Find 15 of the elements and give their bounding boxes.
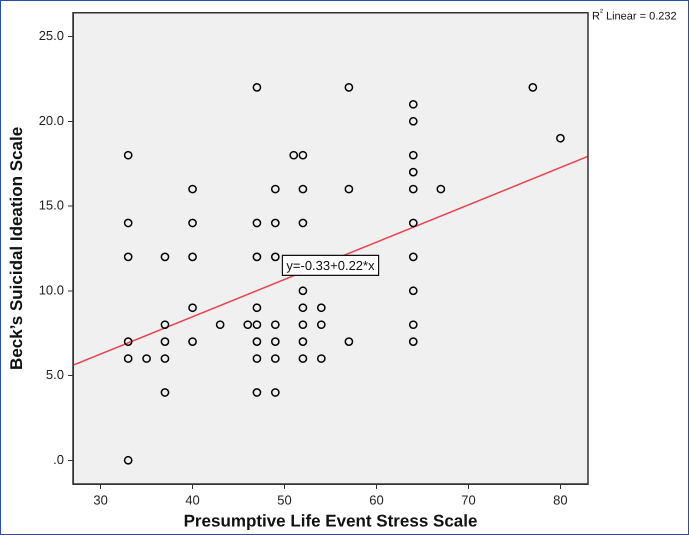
x-tick-label: 30 (93, 492, 108, 508)
x-tick-label: 70 (461, 492, 476, 508)
annotation: y=-0.33+0.22*x (286, 258, 376, 273)
y-tick-label: 5.0 (46, 367, 64, 382)
x-tick-label: 40 (185, 492, 200, 508)
y-tick-label: .0 (53, 452, 64, 467)
x-tick-label: 50 (277, 492, 292, 508)
x-tick-label: 60 (369, 492, 384, 508)
y-tick-label: 25.0 (38, 28, 64, 44)
y-tick-label: 10.0 (38, 282, 64, 298)
x-axis-title: Presumptive Life Event Stress Scale (184, 511, 478, 530)
y-axis-title: Beck’s Suicidal Ideation Scale (6, 126, 26, 370)
x-tick-label: 80 (553, 492, 568, 508)
y-tick-label: 15.0 (38, 198, 64, 213)
y-tick-label: 20.0 (38, 112, 64, 128)
